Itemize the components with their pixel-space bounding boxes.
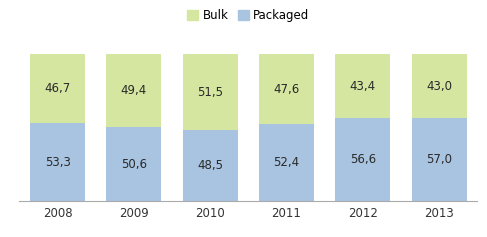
Bar xyxy=(336,55,390,118)
Bar xyxy=(259,55,314,124)
Text: 53,3: 53,3 xyxy=(45,156,71,169)
Text: 47,6: 47,6 xyxy=(273,83,300,96)
Bar xyxy=(30,55,85,123)
Text: 57,0: 57,0 xyxy=(426,153,452,166)
Bar xyxy=(183,55,238,130)
Legend: Bulk, Packaged: Bulk, Packaged xyxy=(183,4,314,27)
Text: 43,0: 43,0 xyxy=(426,80,452,92)
Bar xyxy=(412,55,467,118)
Bar xyxy=(412,118,467,201)
Text: 49,4: 49,4 xyxy=(121,84,147,97)
Bar xyxy=(183,130,238,201)
Bar xyxy=(336,118,390,201)
Text: 51,5: 51,5 xyxy=(197,86,223,99)
Bar xyxy=(259,124,314,201)
Bar xyxy=(107,127,161,201)
Bar xyxy=(30,123,85,201)
Text: 52,4: 52,4 xyxy=(274,156,300,169)
Bar xyxy=(107,55,161,127)
Text: 48,5: 48,5 xyxy=(197,159,223,172)
Text: 46,7: 46,7 xyxy=(44,82,71,95)
Text: 43,4: 43,4 xyxy=(350,80,376,93)
Text: 56,6: 56,6 xyxy=(350,153,376,166)
Text: 50,6: 50,6 xyxy=(121,158,147,171)
